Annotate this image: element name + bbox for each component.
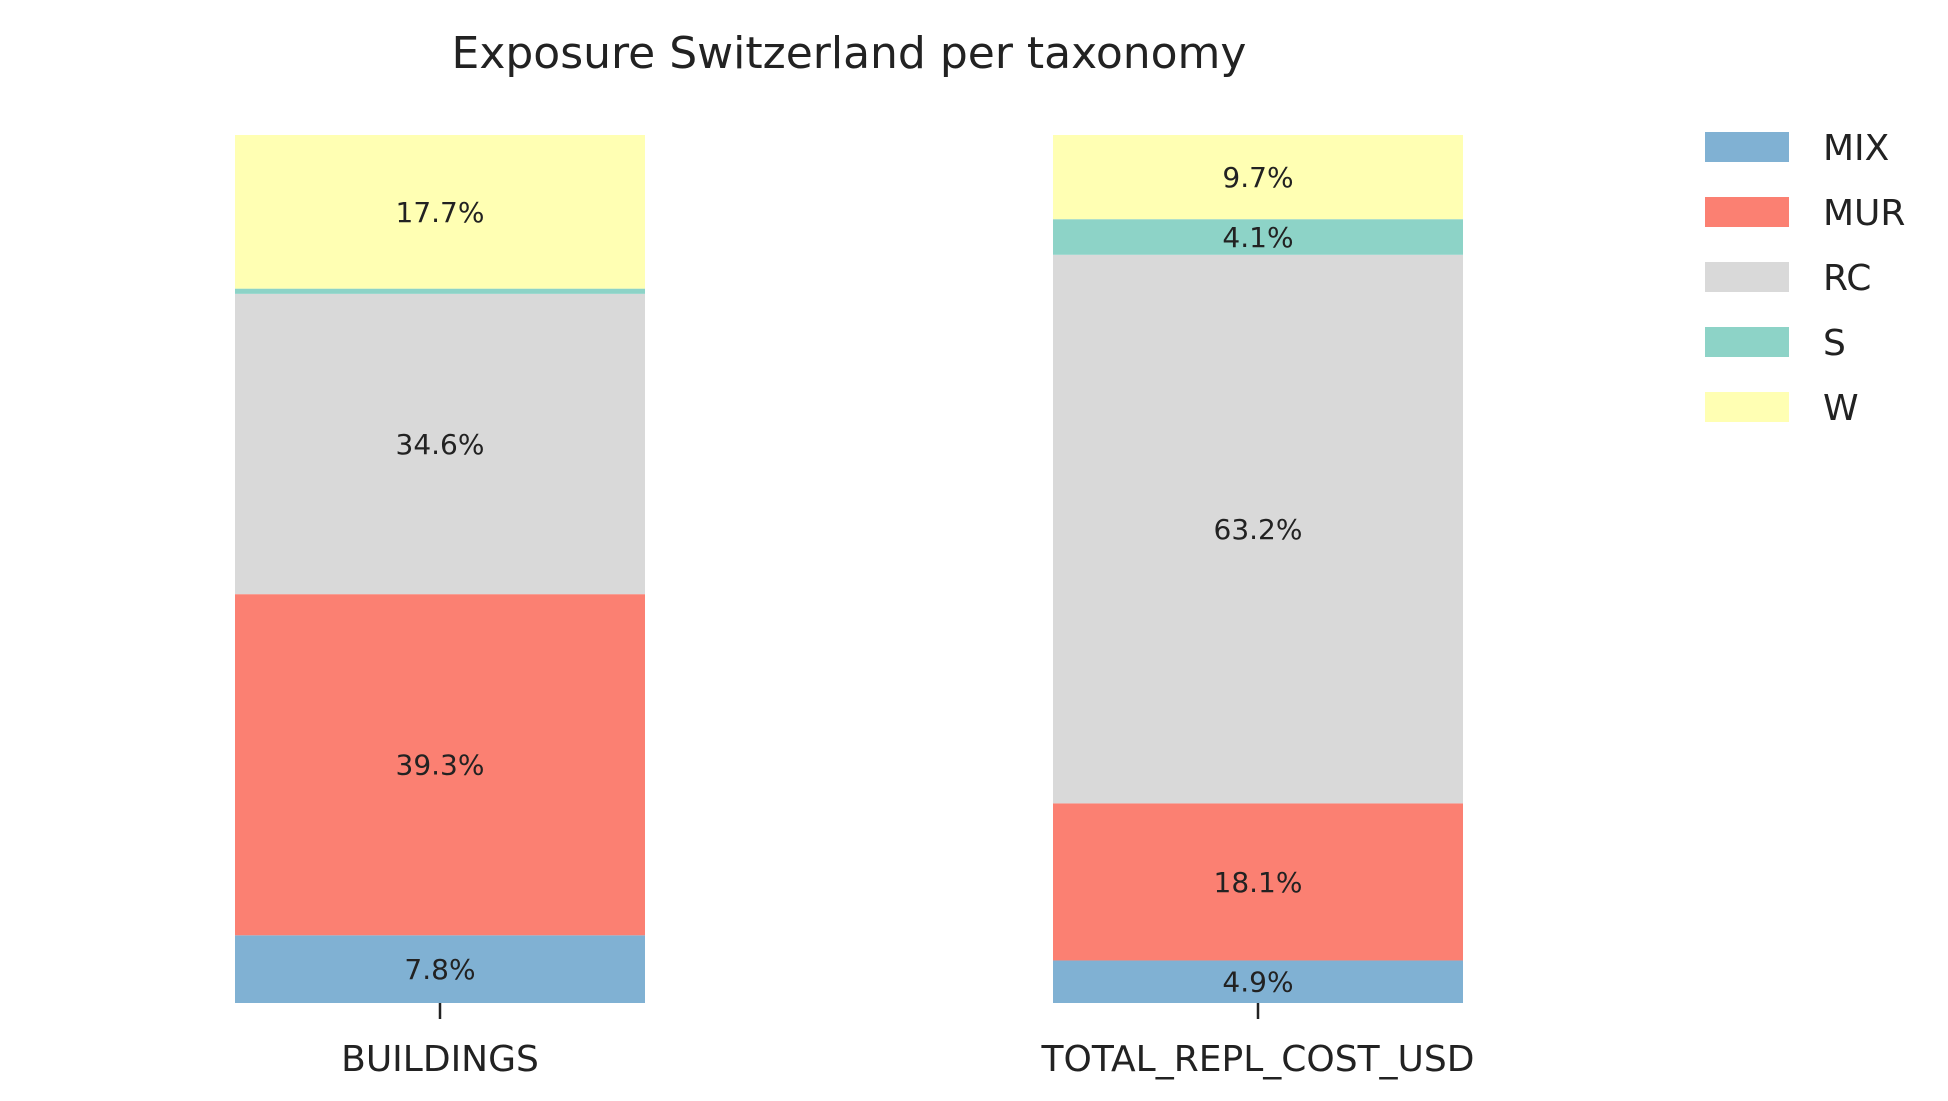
legend-label-mix: MIX	[1823, 128, 1889, 169]
x-axis: BUILDINGS TOTAL_REPL_COST_USD	[341, 1003, 1474, 1080]
bar-segment-total-repl-cost-usd-s	[1053, 219, 1463, 255]
legend-swatch-s	[1705, 327, 1789, 357]
bar-segment-total-repl-cost-usd-mur	[1053, 803, 1463, 961]
data-label-total-repl-cost-usd-mur: 18.1%	[1214, 866, 1303, 899]
legend-swatch-w	[1705, 392, 1789, 422]
data-label-total-repl-cost-usd-mix: 4.9%	[1222, 966, 1293, 999]
x-tick-label-total-repl-cost-usd: TOTAL_REPL_COST_USD	[1041, 1039, 1475, 1080]
bar-segment-buildings-rc	[235, 293, 645, 595]
data-label-buildings-mur: 39.3%	[396, 749, 485, 782]
legend-label-w: W	[1823, 388, 1859, 429]
data-label-total-repl-cost-usd-w: 9.7%	[1222, 161, 1293, 194]
chart-title: Exposure Switzerland per taxonomy	[452, 28, 1247, 79]
data-label-total-repl-cost-usd-s: 4.1%	[1222, 221, 1293, 254]
legend-swatch-rc	[1705, 262, 1789, 292]
bars-group: 7.8% 39.3% 34.6% 17.7% 4.9% 18.1% 63.2% 4.1% 9.7…	[235, 135, 1463, 1003]
legend-label-s: S	[1823, 323, 1846, 364]
bar-segment-buildings-w	[235, 135, 645, 289]
legend-label-mur: MUR	[1823, 193, 1905, 234]
x-tick-label-buildings: BUILDINGS	[341, 1039, 539, 1080]
legend: MIX MUR RC SW	[1705, 128, 1905, 429]
data-label-buildings-mix: 7.8%	[404, 953, 475, 986]
bar-segment-total-repl-cost-usd-w	[1053, 135, 1463, 220]
data-label-buildings-rc: 34.6%	[396, 428, 485, 461]
bar-segment-buildings-mur	[235, 594, 645, 936]
data-label-buildings-w: 17.7%	[396, 196, 485, 229]
legend-label-rc: RC	[1823, 258, 1871, 299]
legend-swatch-mix	[1705, 132, 1789, 162]
bar-segment-buildings-s	[235, 288, 645, 294]
bar-segment-total-repl-cost-usd-mix	[1053, 960, 1463, 1003]
data-label-total-repl-cost-usd-rc: 63.2%	[1214, 513, 1303, 546]
bar-segment-buildings-mix	[235, 935, 645, 1003]
bar-segment-total-repl-cost-usd-rc	[1053, 254, 1463, 804]
legend-swatch-mur	[1705, 197, 1789, 227]
